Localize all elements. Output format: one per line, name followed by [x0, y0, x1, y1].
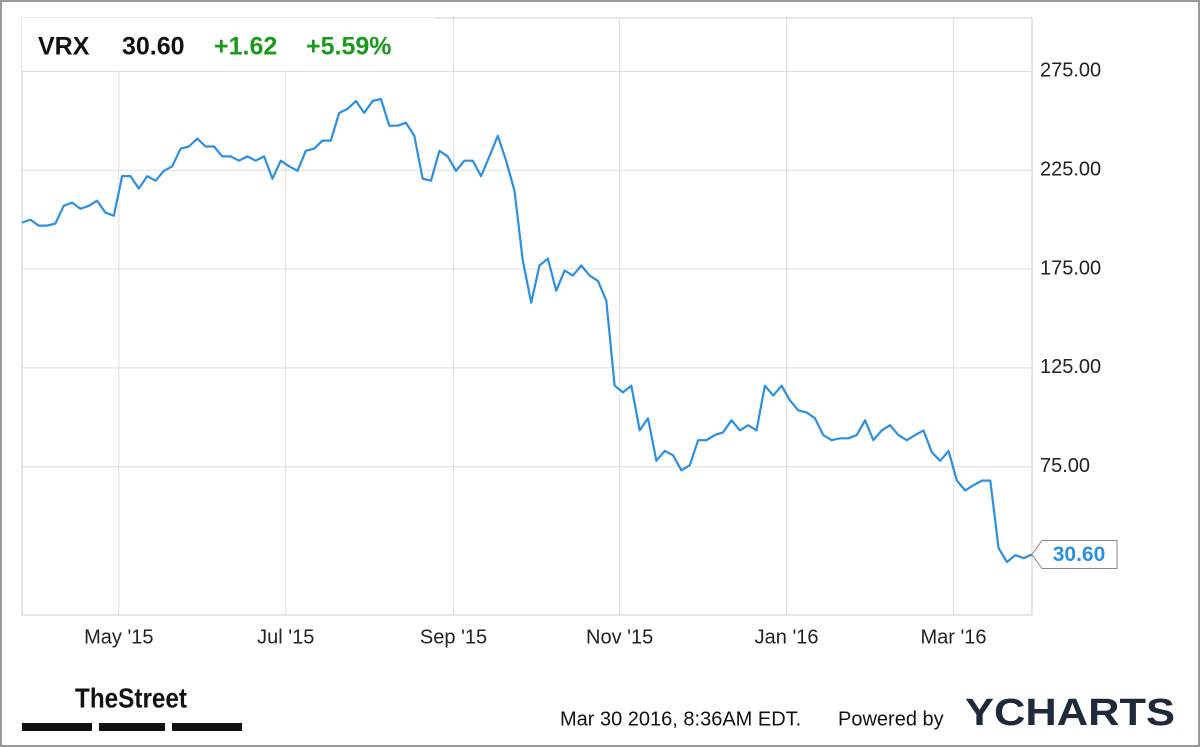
- y-tick-label: 275.00: [1040, 60, 1101, 82]
- symbol: VRX: [38, 33, 90, 61]
- lines: [21, 97, 1033, 564]
- y-tick-label: 125.00: [1040, 356, 1101, 378]
- x-tick-label: Mar '16: [920, 626, 986, 648]
- y-tick-label: 225.00: [1040, 158, 1101, 180]
- powered-by: Powered by: [838, 708, 944, 730]
- price-line: [21, 97, 1033, 564]
- last-value-pointer: [1031, 540, 1118, 570]
- change: +1.62: [214, 33, 277, 61]
- header-box: [22, 18, 435, 70]
- timestamp: Mar 30 2016, 8:36AM EDT.: [560, 708, 801, 730]
- x-tick-label: Nov '15: [586, 626, 653, 648]
- grid: [22, 18, 1032, 615]
- brand: YCHARTS: [965, 692, 1175, 734]
- logo-bar: [172, 723, 242, 731]
- plot-area: [21, 17, 1033, 616]
- x-tick-label: Sep '15: [420, 626, 487, 648]
- x-tick-label: Jan '16: [755, 626, 819, 648]
- y-tick-label: 75.00: [1040, 455, 1090, 477]
- x-tick-label: May '15: [84, 626, 153, 648]
- price: 30.60: [122, 33, 185, 61]
- logo-bar: [99, 723, 165, 731]
- source-logo: TheStreet: [75, 682, 187, 713]
- last-value-label: 30.60: [1053, 543, 1106, 566]
- logo-bar: [22, 723, 92, 731]
- y-tick-label: 175.00: [1040, 257, 1101, 279]
- change-pct: +5.59%: [306, 33, 392, 61]
- x-tick-label: Jul '15: [257, 626, 314, 648]
